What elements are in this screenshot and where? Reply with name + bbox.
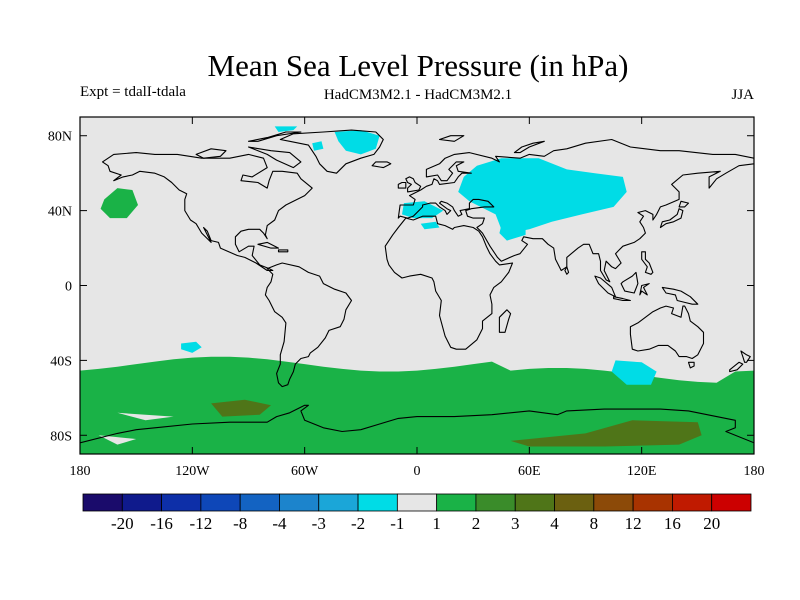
- colorbar-label: 16: [664, 514, 681, 533]
- y-tick-label: 0: [65, 280, 72, 295]
- colorbar-label: 2: [472, 514, 481, 533]
- colorbar-swatch: [514, 493, 555, 512]
- colorbar-label: -20: [111, 514, 134, 533]
- colorbar-swatch: [396, 493, 438, 512]
- coastline-baffin: [247, 146, 302, 169]
- anomaly-region-baffin-low-anomaly: [312, 141, 324, 151]
- colorbar-swatch: [554, 493, 595, 512]
- coastline-south-america: [264, 262, 353, 388]
- coastline-africa: [384, 215, 514, 350]
- coastline-new-guinea: [661, 286, 699, 305]
- colorbar-label: 20: [703, 514, 720, 533]
- anomaly-region-arabian-low-anomaly: [499, 221, 526, 241]
- coastline-antarctica: [80, 404, 754, 444]
- coastline-tasmania: [687, 361, 695, 369]
- anomaly-region-north-africa-low-anomaly: [420, 221, 440, 230]
- x-tick-label: 180: [744, 464, 765, 479]
- coastline-britain: [405, 176, 422, 193]
- coastline-novaya-zemlya: [513, 140, 545, 154]
- anomaly-region-south-pacific-low-anomaly: [181, 341, 202, 353]
- anomaly-region-amundsen-sea-anomaly: [211, 399, 271, 417]
- anomaly-gap: [98, 435, 137, 445]
- anomaly-region-central-asia-low-anomaly: [458, 158, 627, 234]
- coastline-philippines: [641, 251, 654, 275]
- x-tick-label: 120W: [175, 464, 210, 479]
- colorbar-label: -2: [351, 514, 365, 533]
- model-subtitle: HadCM3M2.1 - HadCM3M2.1: [323, 87, 513, 103]
- coastline-new-zealand-s: [729, 361, 744, 373]
- season-label: JJA: [731, 87, 754, 103]
- colorbar-label: -8: [233, 514, 247, 533]
- y-tick-label: 80S: [50, 429, 72, 444]
- x-tick-label: 180: [70, 464, 91, 479]
- anomaly-layer: [80, 126, 754, 454]
- coastline-java: [613, 296, 631, 302]
- colorbar-label: -4: [272, 514, 287, 533]
- colorbar-swatch: [239, 493, 280, 512]
- coastline-borneo: [620, 271, 639, 294]
- colorbar-swatch: [711, 493, 752, 512]
- coastline-hispaniola: [277, 249, 289, 253]
- chart-title: Mean Sea Level Pressure (in hPa): [207, 48, 629, 83]
- colorbar-swatch: [672, 493, 713, 512]
- anomaly-gap: [117, 412, 174, 421]
- coastline-svalbard: [438, 135, 465, 142]
- coastline-victoria-is: [195, 148, 227, 159]
- y-tick-label: 80N: [48, 130, 72, 145]
- colorbar-label: 12: [625, 514, 642, 533]
- coastline-japan: [659, 208, 684, 229]
- coastline-greenland: [279, 129, 384, 174]
- coastline-madagascar: [498, 309, 512, 333]
- colorbar: -20 -16 -12 -8 -4 -3 -2 -1 1 2 3 4 8 12 16 20: [82, 493, 752, 533]
- x-tick-label: 60E: [518, 464, 541, 479]
- colorbar-swatch: [279, 493, 320, 512]
- axis-ticks: 180 120W 60W 0 60E 120E 180 80N 40N 0 40S 80S: [48, 117, 765, 479]
- colorbar-label: 3: [511, 514, 520, 533]
- coastline-eurasia: [397, 138, 754, 283]
- colorbar-label: 1: [432, 514, 441, 533]
- colorbar-swatch: [82, 493, 123, 512]
- colorbar-label: -12: [190, 514, 213, 533]
- coastline-ireland: [397, 181, 407, 189]
- coastline-australia: [629, 305, 705, 360]
- colorbar-label: 8: [590, 514, 599, 533]
- colorbar-label: -3: [312, 514, 326, 533]
- y-tick-label: 40N: [48, 205, 72, 220]
- anomaly-region-south-indian-low-anomaly: [611, 360, 657, 385]
- y-tick-label: 40S: [50, 354, 72, 369]
- colorbar-label: -1: [390, 514, 404, 533]
- colorbar-swatch: [318, 493, 359, 512]
- colorbar-swatch: [593, 493, 634, 512]
- colorbar-swatch: [632, 493, 673, 512]
- colorbar-label: 4: [550, 514, 559, 533]
- coastline-hokkaido: [678, 200, 690, 208]
- anomaly-region-east-antarctic-anomaly: [510, 420, 702, 447]
- colorbar-swatch: [357, 493, 398, 512]
- x-tick-label: 60W: [291, 464, 319, 479]
- colorbar-swatch: [475, 493, 516, 512]
- colorbar-swatch: [436, 493, 477, 512]
- anomaly-region-greenland-low-anomaly: [334, 130, 380, 155]
- anomaly-region-north-pacific-high-anomaly: [100, 188, 138, 219]
- colorbar-swatch: [161, 493, 202, 512]
- coastline-ellesmere: [247, 131, 302, 142]
- coastline-sulawesi: [639, 283, 650, 296]
- colorbar-swatch: [121, 493, 162, 512]
- anomaly-region-ellesmere-low-anomaly: [274, 126, 298, 132]
- x-tick-label: 120E: [627, 464, 657, 479]
- colorbar-swatch: [200, 493, 241, 512]
- anomaly-region-southern-ocean: [80, 356, 754, 454]
- coastline-sri-lanka: [564, 266, 570, 275]
- experiment-label: Expt = tdalI-tdala: [80, 84, 186, 100]
- coastline-iceland: [371, 161, 392, 169]
- colorbar-label: -16: [150, 514, 173, 533]
- coastline-cuba: [257, 241, 280, 249]
- coastline-new-zealand-n: [740, 350, 751, 363]
- coastlines: [80, 129, 754, 444]
- x-tick-label: 0: [414, 464, 421, 479]
- coastline-north-america: [101, 152, 313, 272]
